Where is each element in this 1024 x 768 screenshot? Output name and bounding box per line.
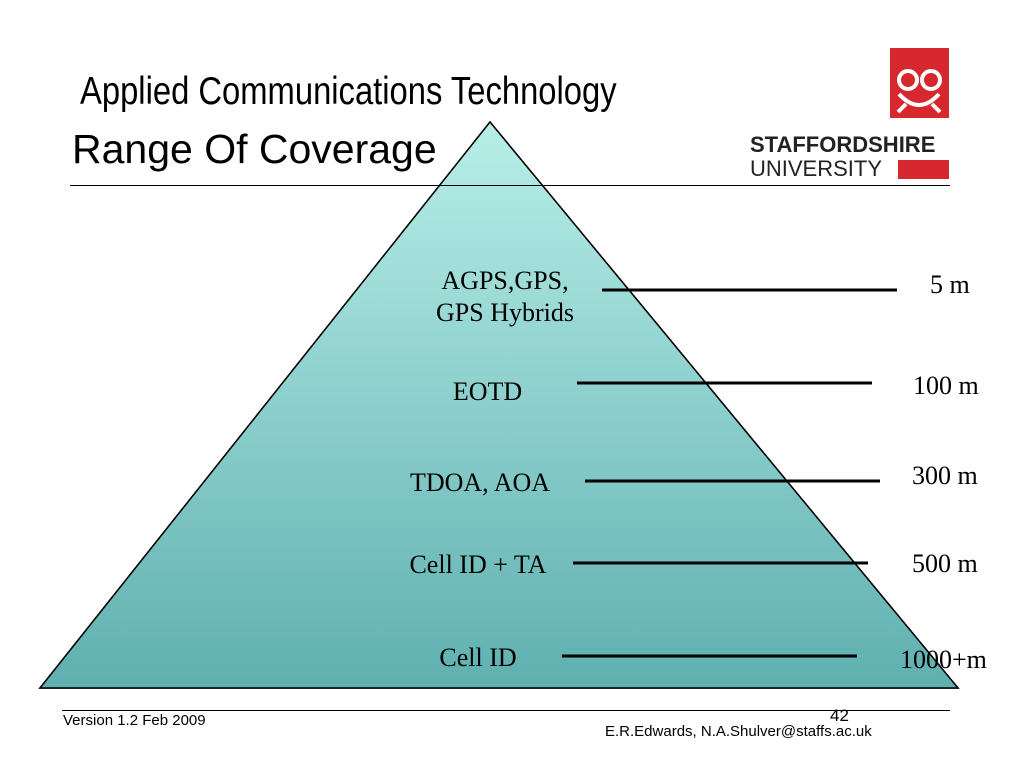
logo-line1: STAFFORDSHIRE bbox=[750, 132, 935, 157]
tier-label-agps-line2: GPS Hybrids bbox=[436, 298, 574, 327]
tier-label-cellid: Cell ID bbox=[439, 643, 517, 672]
version-text: Version 1.2 Feb 2009 bbox=[63, 712, 206, 729]
authors-email: E.R.Edwards, N.A.Shulver@staffs.ac.uk bbox=[605, 723, 872, 740]
page-number: 42 bbox=[830, 706, 849, 725]
logo-emblem: STAFFORDSHIRE UNIVERSITY bbox=[750, 48, 949, 181]
tier-label-tdoa: TDOA, AOA bbox=[409, 468, 551, 497]
staffordshire-university-logo: STAFFORDSHIRE UNIVERSITY bbox=[748, 48, 953, 183]
slide-title: Range Of Coverage bbox=[72, 126, 437, 172]
range-label-500m: 500 m bbox=[912, 549, 978, 578]
range-label-1000m: 1000+m bbox=[900, 645, 987, 674]
course-title: Applied Communications Technology bbox=[80, 70, 617, 113]
tier-label-agps-line1: AGPS,GPS, bbox=[441, 266, 569, 295]
footer-divider bbox=[62, 710, 950, 711]
logo-line2: UNIVERSITY bbox=[750, 156, 882, 181]
range-label-5m: 5 m bbox=[930, 270, 970, 299]
tier-label-eotd: EOTD bbox=[452, 377, 523, 406]
tier-label-agps: AGPS,GPS, GPS Hybrids bbox=[405, 266, 605, 328]
tier-label-cellid-ta: Cell ID + TA bbox=[409, 550, 547, 579]
range-label-100m: 100 m bbox=[913, 371, 979, 400]
range-label-300m: 300 m bbox=[912, 461, 978, 490]
title-divider bbox=[70, 185, 950, 186]
